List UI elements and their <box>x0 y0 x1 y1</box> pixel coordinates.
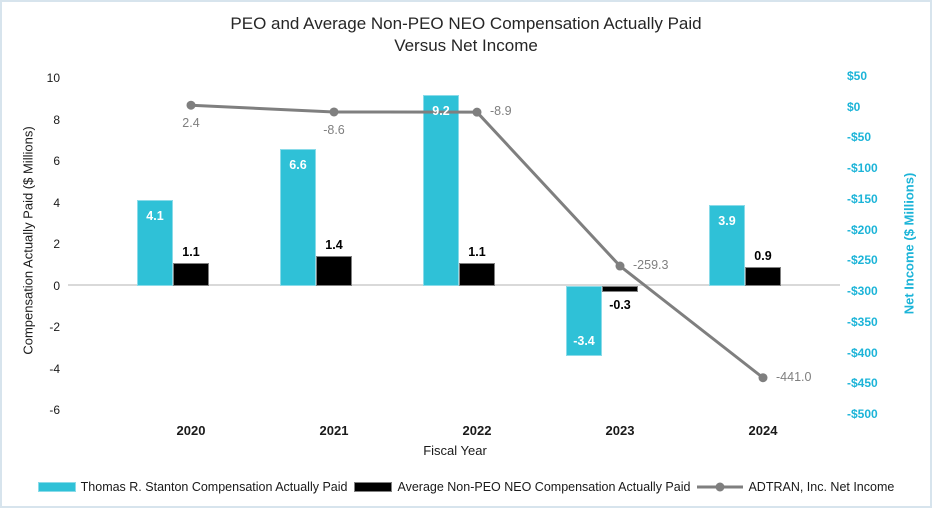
peo-bar <box>423 94 459 286</box>
legend-item: ADTRAN, Inc. Net Income <box>697 480 894 494</box>
right-axis-title: Net Income ($ Millions) <box>901 172 917 315</box>
right-axis-tick: $50 <box>847 68 868 83</box>
right-axis-tick: -$50 <box>847 130 872 145</box>
right-axis-tick: -$250 <box>847 253 878 268</box>
legend-swatch-black-bar <box>354 482 393 492</box>
left-axis-tick: -6 <box>49 403 60 417</box>
non-peo-bar <box>602 286 638 292</box>
right-axis-tick: $0 <box>847 99 861 114</box>
x-axis-year-label: 2024 <box>748 423 778 438</box>
non-peo-bar-label: 0.9 <box>754 248 772 263</box>
non-peo-bar-label: 1.4 <box>325 238 343 253</box>
right-axis-tick: -$350 <box>847 314 878 329</box>
legend-swatch-line <box>697 482 744 492</box>
right-axis-tick: -$300 <box>847 284 878 299</box>
net-income-point-label: -259.3 <box>633 258 669 273</box>
line-marker <box>472 107 482 117</box>
non-peo-bar <box>459 262 495 286</box>
x-axis-title: Fiscal Year <box>423 443 487 458</box>
left-axis-tick: 6 <box>53 154 60 168</box>
right-axis-tick: -$450 <box>847 376 878 391</box>
non-peo-bar-label: 1.1 <box>182 244 200 259</box>
right-axis-tick: -$500 <box>847 406 878 421</box>
left-axis-tick: -2 <box>49 320 60 334</box>
peo-bar-label: 4.1 <box>146 209 164 224</box>
line-marker <box>615 261 625 271</box>
line-marker <box>329 107 339 117</box>
left-axis-tick: -4 <box>49 361 60 376</box>
right-axis-tick: -$150 <box>847 191 878 206</box>
net-income-point-label: -441.0 <box>776 369 812 384</box>
left-axis-tick: 4 <box>53 195 60 210</box>
line-marker <box>186 100 196 110</box>
chart-legend: Thomas R. Stanton Compensation Actually … <box>2 475 930 499</box>
peo-bar-label: 3.9 <box>718 213 736 228</box>
net-income-point-label: -8.6 <box>323 122 345 137</box>
left-axis-tick: 8 <box>53 112 60 127</box>
chart-title-line1: PEO and Average Non-PEO NEO Compensation… <box>230 14 702 33</box>
legend-item: Thomas R. Stanton Compensation Actually … <box>37 480 348 494</box>
peo-bar-label: 9.2 <box>432 103 450 118</box>
left-axis-tick: 10 <box>46 71 60 85</box>
non-peo-bar-label: -0.3 <box>609 297 631 312</box>
net-income-point-label: -8.9 <box>490 104 512 119</box>
non-peo-bar <box>745 266 781 286</box>
left-axis-tick: 0 <box>53 278 60 293</box>
x-axis-year-label: 2021 <box>319 423 349 438</box>
x-axis-year-label: 2022 <box>462 423 492 438</box>
non-peo-bar-label: 1.1 <box>468 244 486 259</box>
legend-label: Average Non-PEO NEO Compensation Actuall… <box>397 480 691 494</box>
legend-label: ADTRAN, Inc. Net Income <box>748 480 895 494</box>
x-axis-year-label: 2020 <box>176 423 206 438</box>
x-axis-year-label: 2023 <box>605 423 635 438</box>
right-axis-tick: -$400 <box>847 345 878 360</box>
non-peo-bar <box>316 256 352 286</box>
chart-title-line2: Versus Net Income <box>394 36 538 55</box>
legend-swatch-cyan-bar <box>37 482 76 492</box>
legend-item: Average Non-PEO NEO Compensation Actuall… <box>354 480 690 494</box>
peo-bar-label: -3.4 <box>573 334 595 349</box>
peo-bar-label: 6.6 <box>289 157 307 172</box>
non-peo-bar <box>173 262 209 286</box>
line-marker <box>758 373 768 383</box>
chart-title: PEO and Average Non-PEO NEO Compensation… <box>2 13 930 57</box>
peo-bar <box>137 200 173 286</box>
right-axis-tick: -$200 <box>847 222 878 237</box>
right-axis-tick: -$100 <box>847 161 878 176</box>
left-axis-tick: 2 <box>53 237 60 251</box>
legend-label: Thomas R. Stanton Compensation Actually … <box>80 480 348 494</box>
net-income-point-label: 2.4 <box>182 116 200 131</box>
